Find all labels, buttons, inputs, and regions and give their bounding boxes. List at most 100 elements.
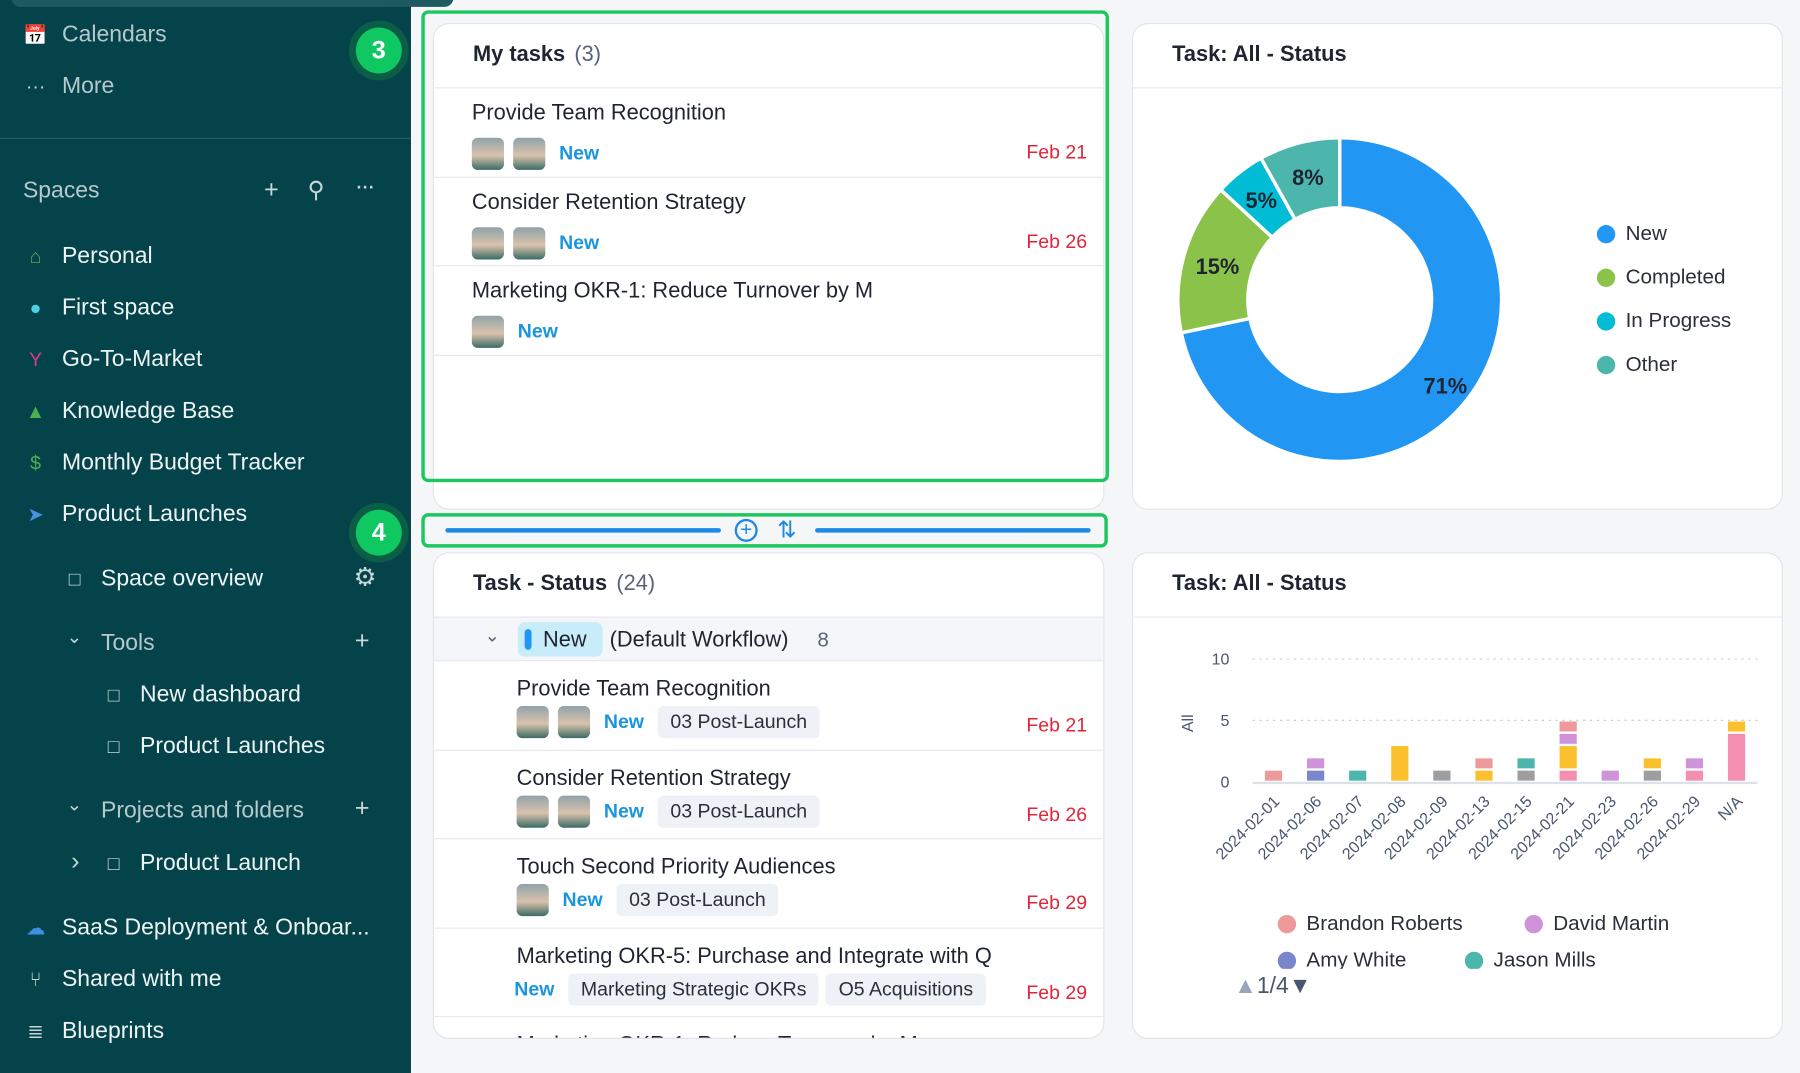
avatar[interactable] <box>513 226 546 259</box>
swap-icon[interactable]: ⇅ <box>777 517 797 544</box>
task-title[interactable]: Marketing OKR-1: Reduce Turnover by M <box>517 1033 918 1038</box>
legend-item[interactable]: Completed <box>1596 265 1726 289</box>
bar-segment <box>1517 758 1535 769</box>
legend-item[interactable]: New <box>1596 222 1667 246</box>
status-label: New <box>543 627 587 653</box>
legend-label: Jason Mills <box>1493 948 1596 969</box>
chevron-down-icon[interactable]: ⌄ <box>66 627 82 648</box>
status-donut-widget: Task: All - Status 71% 15% 5% 8% New Complet… <box>1131 22 1783 510</box>
legend-prev-icon[interactable]: ▲ <box>1234 973 1257 999</box>
status-label[interactable]: New <box>603 710 644 733</box>
avatar[interactable] <box>471 315 504 348</box>
legend-item[interactable]: Jason Mills <box>1464 948 1596 969</box>
sidebar-item[interactable]: □ Product Launches <box>101 734 325 760</box>
sidebar-item-label: Product Launches <box>61 501 248 527</box>
task-meta: New 03 Post-Launch <box>516 883 779 917</box>
task-title[interactable]: Consider Retention Strategy <box>471 189 746 215</box>
status-label[interactable]: New <box>603 799 644 822</box>
add-project-icon[interactable]: + <box>354 793 370 822</box>
task-row[interactable]: Touch Second Priority Audiences New 03 Pos… <box>433 839 1104 929</box>
chevron-down-icon[interactable]: ⌄ <box>484 626 500 647</box>
status-label[interactable]: New <box>559 231 600 254</box>
legend-item[interactable]: Amy White <box>1277 948 1406 969</box>
add-widget-icon[interactable]: + <box>734 519 758 542</box>
sidebar-item[interactable]: ▲ Knowledge Base <box>23 398 234 424</box>
settings-gear-icon[interactable]: ⚙ <box>353 562 377 592</box>
status-group-row[interactable]: ⌄ New (Default Workflow) 8 <box>433 616 1104 662</box>
status-label[interactable]: New <box>562 888 603 911</box>
sidebar-item[interactable]: ☁ SaaS Deployment & Onboar... <box>23 915 370 941</box>
add-tool-icon[interactable]: + <box>354 625 370 655</box>
avatar[interactable] <box>471 226 504 259</box>
sidebar-item[interactable]: □ New dashboard <box>101 682 301 708</box>
my-tasks-widget: My tasks (3) Provide Team Recognition New F… <box>432 22 1105 510</box>
avatar[interactable] <box>557 794 591 828</box>
task-row[interactable]: Provide Team Recognition New Feb 21 <box>433 88 1104 178</box>
task-row[interactable]: Marketing OKR-1: Reduce Turnover by M New <box>433 266 1104 356</box>
legend-item[interactable]: Brandon Roberts <box>1277 912 1463 936</box>
y-tick-label: 10 <box>1212 651 1230 669</box>
task-row[interactable]: Consider Retention Strategy New Feb 26 <box>433 177 1104 267</box>
tag[interactable]: O5 Acquisitions <box>825 972 986 1006</box>
avatar[interactable] <box>516 883 549 917</box>
sidebar-item[interactable]: $ Monthly Budget Tracker <box>23 450 305 476</box>
sidebar-item[interactable]: ⑂ Shared with me <box>23 967 222 993</box>
tag[interactable]: 03 Post-Launch <box>657 706 820 739</box>
task-row[interactable]: Marketing OKR-5: Purchase and Integrate … <box>433 928 1104 1018</box>
sidebar-item[interactable]: ● First space <box>23 295 175 321</box>
tag[interactable]: Marketing Strategic OKRs <box>568 972 820 1006</box>
spaces-title: Spaces <box>22 177 100 204</box>
task-title[interactable]: Consider Retention Strategy <box>516 766 791 791</box>
top-search-bar[interactable] <box>11 0 454 7</box>
legend-dot <box>1596 355 1616 374</box>
chevron-down-icon[interactable]: ⌄ <box>66 795 82 816</box>
more-icon[interactable]: ··· <box>354 171 376 200</box>
search-icon[interactable]: ⚲ <box>307 177 325 204</box>
task-title[interactable]: Provide Team Recognition <box>516 677 771 702</box>
resize-line-right[interactable] <box>815 528 1091 533</box>
status-label[interactable]: New <box>517 320 558 343</box>
status-label[interactable]: New <box>559 142 600 165</box>
bar-segment <box>1475 770 1493 781</box>
sidebar-item[interactable]: □ Space overview <box>62 566 263 592</box>
task-row[interactable]: Consider Retention Strategy New 03 Post-La… <box>433 750 1104 840</box>
widget-title: Task: All - Status <box>1172 571 1347 596</box>
task-title[interactable]: Marketing OKR-1: Reduce Turnover by M <box>471 278 874 304</box>
avatar[interactable] <box>471 137 504 170</box>
task-title[interactable]: Touch Second Priority Audiences <box>516 855 836 880</box>
avatar[interactable] <box>513 137 546 170</box>
status-label[interactable]: New <box>514 977 555 1000</box>
task-row[interactable]: Marketing OKR-1: Reduce Turnover by M <box>434 1017 1103 1038</box>
sidebar-item[interactable]: Y Go-To-Market <box>23 347 202 373</box>
tag[interactable]: 03 Post-Launch <box>616 883 779 917</box>
legend-next-icon[interactable]: ▼ <box>1288 973 1312 999</box>
task-count: (3) <box>574 42 601 67</box>
sidebar-item[interactable]: □ Product Launch <box>101 851 301 877</box>
sidebar-item[interactable]: ➤ Product Launches <box>23 502 247 528</box>
legend-label: Completed <box>1625 265 1726 289</box>
resize-line-left[interactable] <box>445 528 721 533</box>
spaces-heading: Spaces <box>23 178 100 204</box>
sidebar-item[interactable]: 📅 Calendars <box>23 22 167 48</box>
sidebar-item[interactable]: ⌂ Personal <box>23 243 153 269</box>
avatar[interactable] <box>557 706 591 739</box>
task-title[interactable]: Provide Team Recognition <box>471 101 727 126</box>
projects-section-label[interactable]: Projects and folders <box>101 797 304 824</box>
avatar[interactable] <box>516 794 549 828</box>
sidebar-item[interactable]: ≣ Blueprints <box>23 1018 164 1044</box>
chevron-right-icon[interactable]: › <box>71 846 80 875</box>
tools-section-label[interactable]: Tools <box>101 630 155 656</box>
legend-item[interactable]: Other <box>1596 352 1677 376</box>
share-icon: ⑂ <box>29 968 42 991</box>
workflow-label: (Default Workflow) <box>609 627 789 653</box>
legend-item[interactable]: David Martin <box>1524 912 1669 936</box>
add-space-icon[interactable]: + <box>264 174 279 204</box>
bar-segment <box>1727 733 1746 781</box>
sidebar-item[interactable]: ··· More <box>23 73 114 99</box>
task-title[interactable]: Marketing OKR-5: Purchase and Integrate … <box>516 944 992 969</box>
tag[interactable]: 03 Post-Launch <box>657 794 820 828</box>
legend-item[interactable]: In Progress <box>1596 309 1731 333</box>
avatar[interactable] <box>516 706 549 739</box>
task-row[interactable]: Provide Team Recognition New 03 Post-Launc… <box>433 661 1104 751</box>
sidebar-item-label: Personal <box>61 243 153 269</box>
